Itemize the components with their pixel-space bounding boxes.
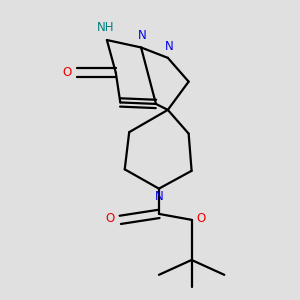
Text: O: O (62, 66, 71, 79)
Text: N: N (138, 29, 147, 42)
Text: N: N (154, 190, 163, 203)
Text: NH: NH (97, 21, 114, 34)
Text: O: O (196, 212, 205, 225)
Text: O: O (105, 212, 114, 225)
Text: N: N (165, 40, 174, 52)
